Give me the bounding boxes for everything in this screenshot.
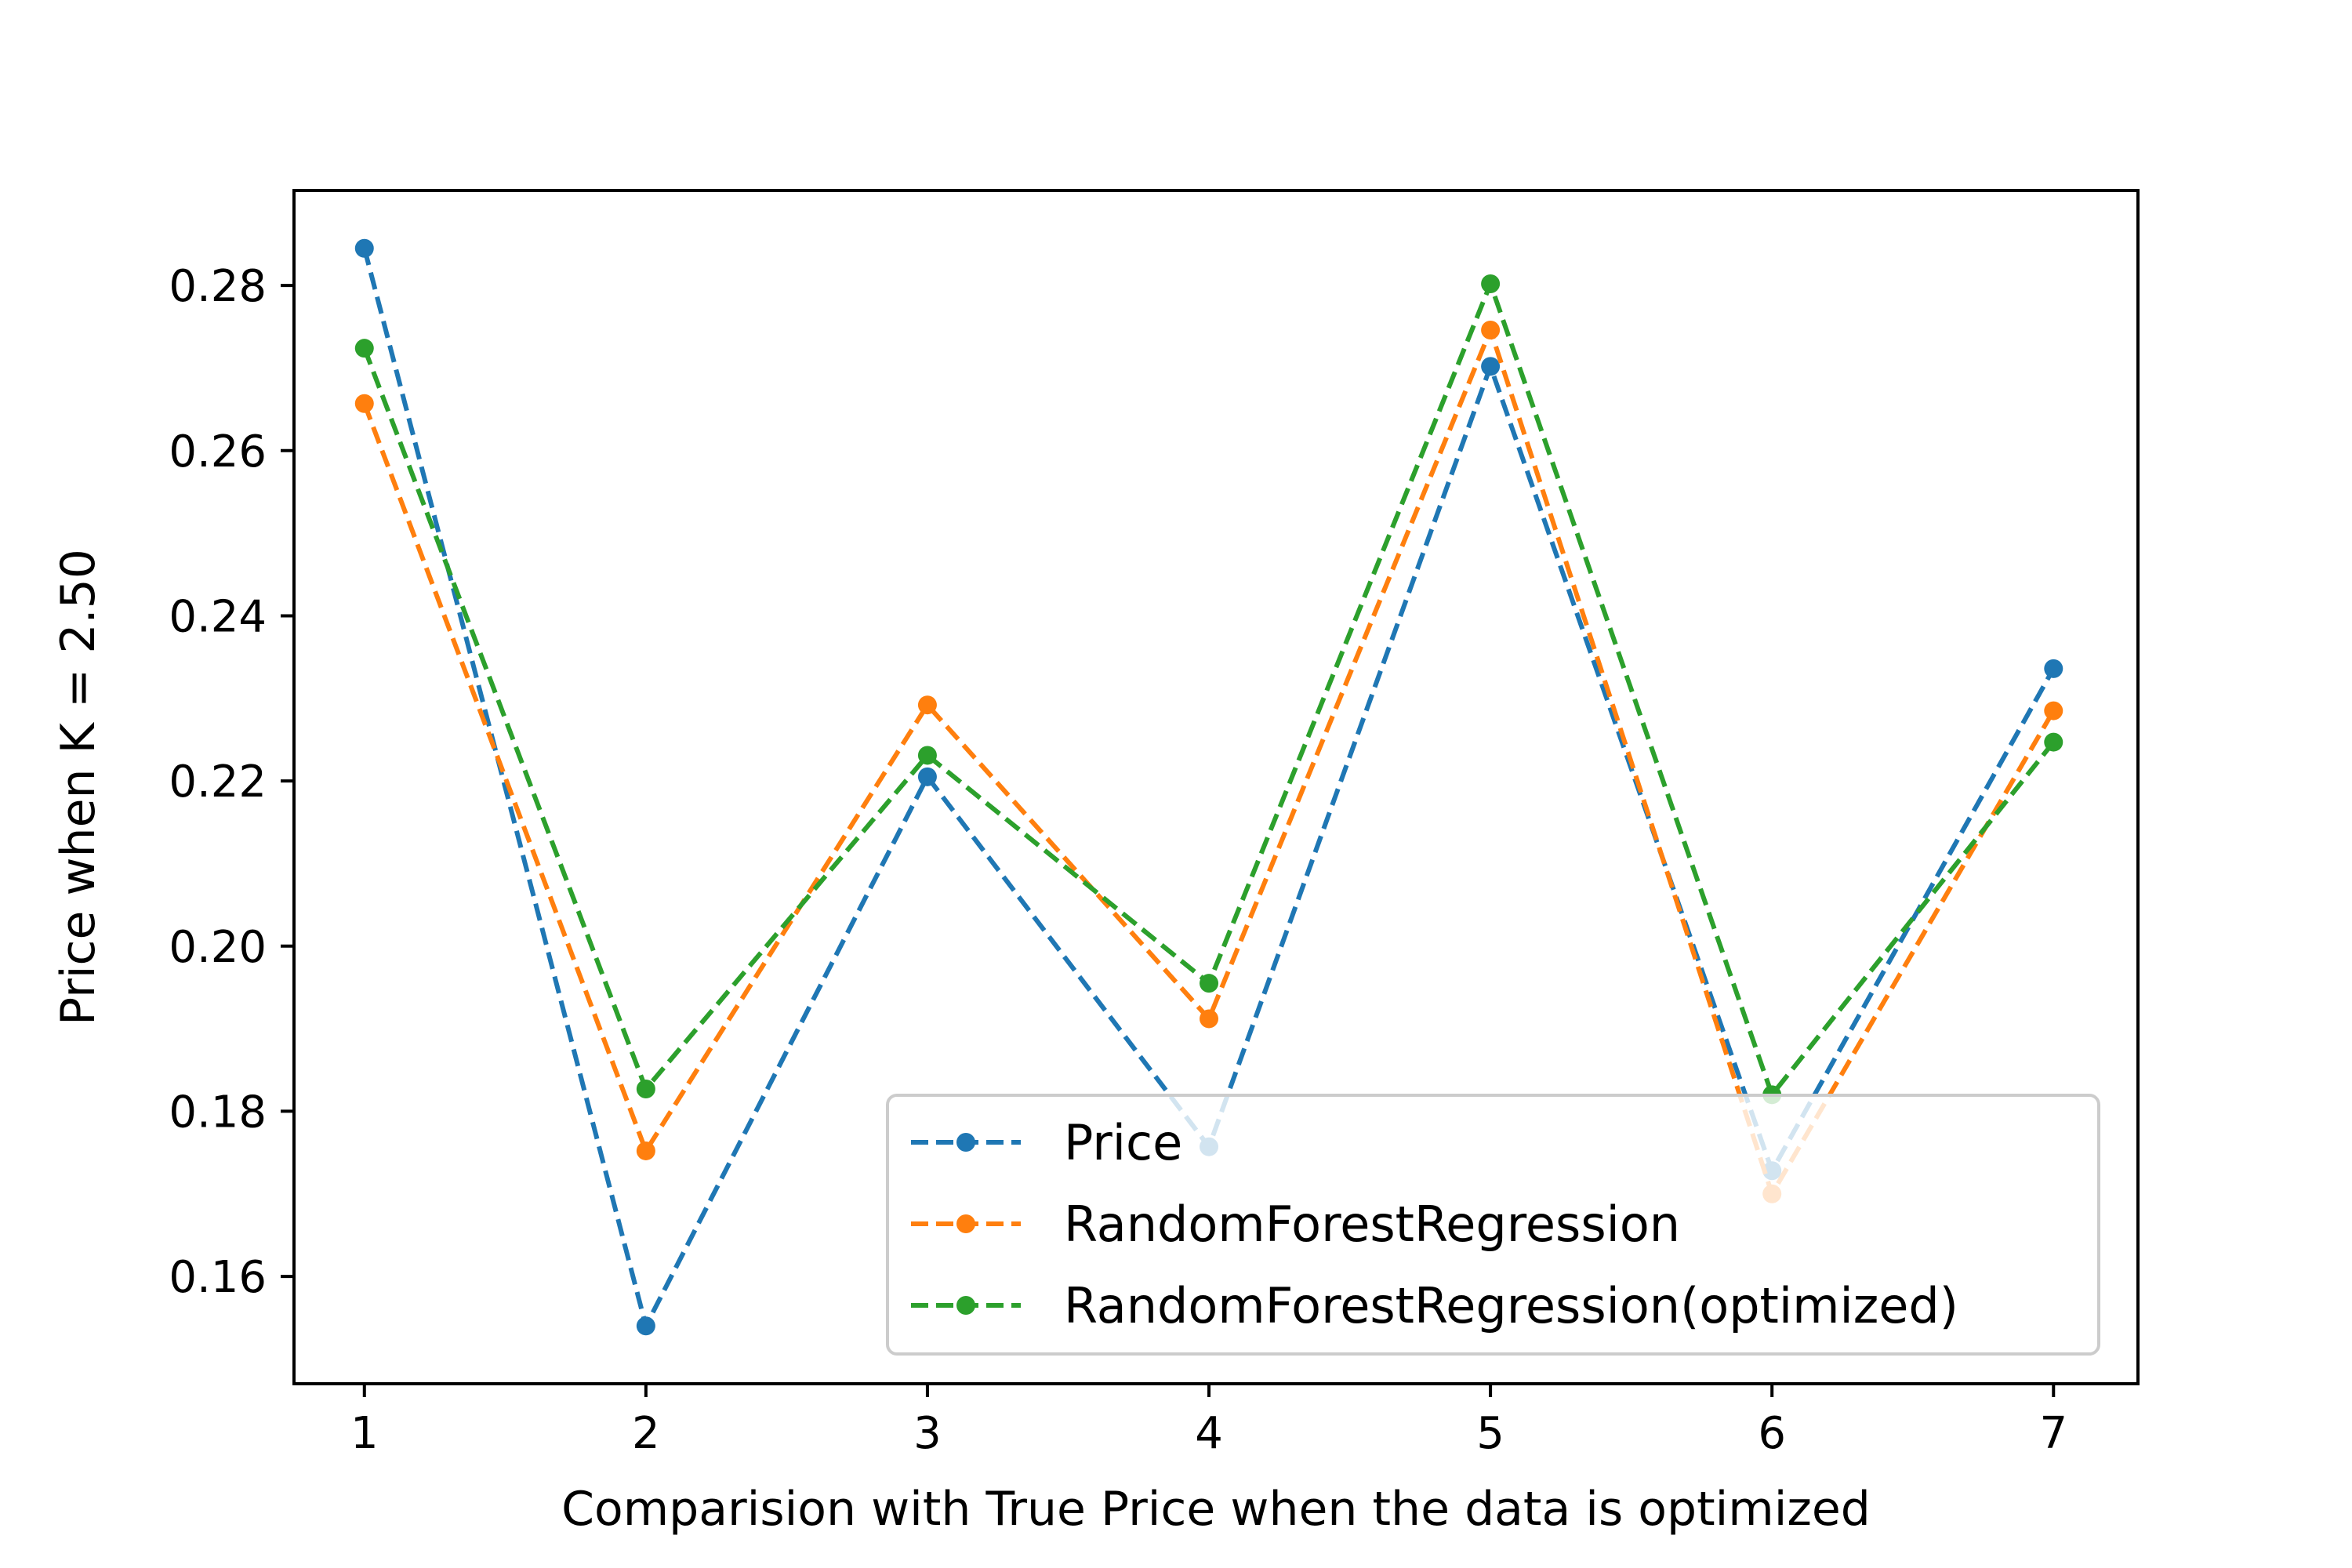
data-point: [1481, 357, 1501, 376]
x-tick-label: 3: [913, 1408, 942, 1459]
legend-item: Price: [911, 1114, 1182, 1171]
data-point: [917, 695, 937, 715]
data-point: [354, 238, 374, 258]
y-tick-label: 0.26: [169, 426, 267, 477]
x-axis-label: Comparision with True Price when the dat…: [561, 1482, 1871, 1537]
x-tick-label: 6: [1758, 1408, 1786, 1459]
legend-box: [886, 1094, 2100, 1356]
legend: Price RandomForestRegression RandomForestR…: [886, 1094, 2100, 1356]
data-point: [2044, 732, 2063, 752]
y-tick-label: 0.18: [169, 1087, 267, 1138]
y-tick-label: 0.24: [169, 591, 267, 642]
x-tick-label: 2: [632, 1408, 660, 1459]
legend-label: RandomForestRegression: [1064, 1196, 1680, 1253]
legend-swatch-marker: [956, 1296, 975, 1315]
data-point: [636, 1316, 655, 1336]
legend-item: RandomForestRegression(optimized): [911, 1277, 1958, 1334]
data-point: [1481, 321, 1501, 340]
y-tick-label: 0.22: [169, 757, 267, 808]
legend-label: Price: [1064, 1114, 1182, 1171]
x-tick-label: 4: [1195, 1408, 1223, 1459]
x-tick-label: 5: [1476, 1408, 1504, 1459]
data-point: [2044, 659, 2063, 678]
data-point: [917, 746, 937, 765]
legend-item: RandomForestRegression: [911, 1196, 1680, 1253]
x-tick-label: 7: [2039, 1408, 2067, 1459]
data-point: [1200, 974, 1219, 993]
data-point: [354, 394, 374, 413]
series-3: [354, 274, 2063, 1105]
data-point: [1481, 274, 1501, 294]
data-point: [1200, 1009, 1219, 1029]
y-axis-label: Price when K = 2.50: [51, 549, 106, 1025]
x-axis-ticks: 1 2 3 4 5 6 7: [350, 1384, 2067, 1459]
legend-label: RandomForestRegression(optimized): [1064, 1277, 1958, 1334]
data-point: [917, 767, 937, 786]
legend-swatch-marker: [956, 1214, 975, 1233]
legend-swatch-marker: [956, 1133, 975, 1152]
axes-frame: [292, 189, 2140, 1385]
x-tick-label: 1: [350, 1408, 379, 1459]
y-axis-ticks: 0.16 0.18 0.20 0.22 0.24 0.26 0.28: [169, 261, 294, 1303]
data-point: [2044, 701, 2063, 720]
y-tick-label: 0.16: [169, 1252, 267, 1303]
y-tick-label: 0.20: [169, 922, 267, 973]
data-point: [354, 339, 374, 358]
data-point: [636, 1141, 655, 1160]
y-tick-label: 0.28: [169, 261, 267, 312]
data-point: [636, 1079, 655, 1098]
